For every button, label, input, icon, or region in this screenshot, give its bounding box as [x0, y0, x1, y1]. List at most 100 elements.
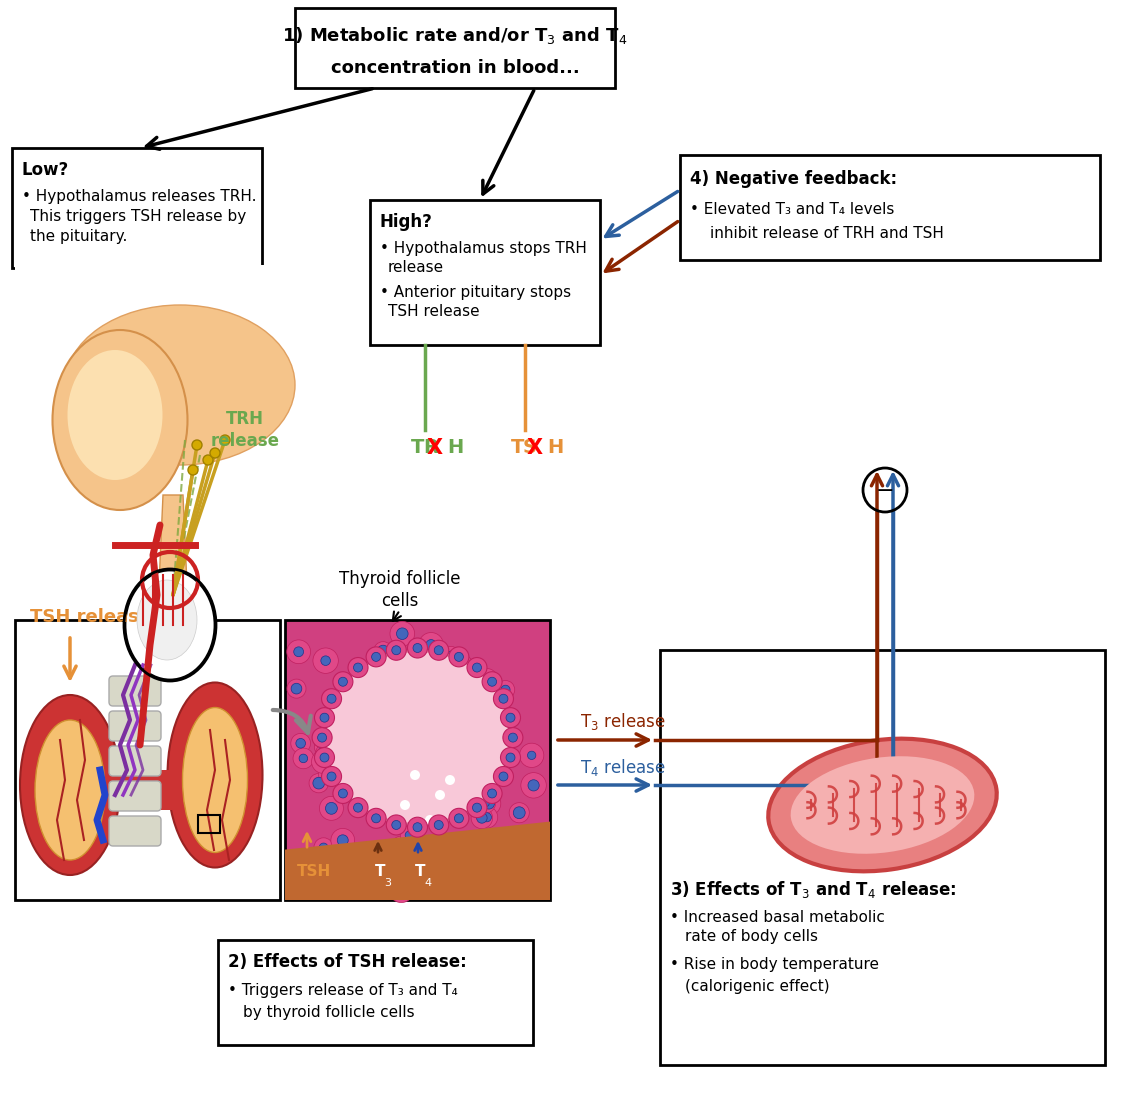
Text: T: T	[415, 864, 425, 880]
Text: X: X	[527, 438, 543, 459]
Circle shape	[480, 738, 491, 749]
Circle shape	[348, 798, 368, 817]
Circle shape	[506, 713, 515, 722]
Text: TRH
release: TRH release	[211, 410, 279, 450]
Ellipse shape	[167, 682, 263, 868]
Circle shape	[481, 799, 489, 807]
Circle shape	[188, 465, 197, 475]
Circle shape	[313, 648, 339, 674]
Ellipse shape	[35, 720, 105, 860]
Circle shape	[454, 731, 462, 739]
Circle shape	[353, 663, 362, 672]
Circle shape	[315, 744, 335, 764]
Circle shape	[482, 676, 491, 683]
Circle shape	[433, 715, 442, 724]
FancyBboxPatch shape	[109, 816, 160, 846]
Circle shape	[519, 743, 544, 768]
Text: 2) Effects of TSH release:: 2) Effects of TSH release:	[228, 953, 467, 971]
Circle shape	[319, 844, 328, 851]
Circle shape	[388, 878, 414, 903]
Circle shape	[348, 657, 368, 678]
Circle shape	[494, 767, 514, 787]
Text: • Hypothalamus stops TRH: • Hypothalamus stops TRH	[380, 240, 587, 256]
Circle shape	[352, 871, 361, 879]
Circle shape	[499, 772, 508, 781]
Circle shape	[454, 747, 465, 758]
Circle shape	[366, 808, 386, 828]
Text: TSH: TSH	[297, 864, 331, 880]
Circle shape	[306, 856, 328, 878]
Circle shape	[210, 448, 220, 459]
Circle shape	[447, 769, 456, 779]
Text: 3) Effects of T$_3$ and T$_4$ release:: 3) Effects of T$_3$ and T$_4$ release:	[670, 880, 957, 901]
Circle shape	[327, 694, 337, 703]
Circle shape	[366, 647, 386, 667]
Circle shape	[359, 867, 369, 878]
Circle shape	[291, 683, 302, 694]
FancyBboxPatch shape	[295, 8, 615, 88]
Circle shape	[374, 642, 393, 660]
Circle shape	[467, 798, 487, 817]
Ellipse shape	[125, 570, 215, 680]
Circle shape	[496, 836, 505, 845]
Circle shape	[442, 835, 465, 856]
Circle shape	[500, 747, 521, 768]
Circle shape	[440, 762, 462, 785]
Circle shape	[311, 880, 322, 891]
Circle shape	[220, 436, 230, 445]
Circle shape	[500, 686, 511, 694]
Text: TSH release: TSH release	[388, 305, 479, 319]
Circle shape	[318, 733, 327, 742]
Circle shape	[467, 657, 487, 678]
Circle shape	[390, 621, 415, 646]
Circle shape	[322, 689, 341, 709]
Text: H: H	[447, 438, 463, 457]
FancyBboxPatch shape	[85, 770, 200, 810]
Circle shape	[401, 688, 421, 709]
Text: the pituitary.: the pituitary.	[30, 228, 128, 244]
Circle shape	[475, 792, 496, 813]
Text: T: T	[511, 438, 524, 457]
FancyBboxPatch shape	[15, 620, 280, 900]
Text: inhibit release of TRH and TSH: inhibit release of TRH and TSH	[710, 226, 944, 240]
Circle shape	[397, 769, 417, 788]
Circle shape	[396, 627, 408, 640]
Circle shape	[472, 803, 481, 812]
Circle shape	[410, 753, 420, 762]
Circle shape	[488, 789, 497, 798]
Text: Low?: Low?	[22, 161, 70, 179]
Circle shape	[438, 855, 447, 863]
Text: X: X	[427, 438, 443, 459]
Circle shape	[304, 873, 329, 897]
Circle shape	[402, 745, 427, 770]
Circle shape	[489, 830, 511, 851]
Circle shape	[397, 844, 406, 852]
Circle shape	[500, 708, 521, 727]
Circle shape	[506, 753, 515, 762]
Circle shape	[394, 719, 414, 738]
Circle shape	[475, 693, 484, 702]
Text: release: release	[388, 260, 444, 275]
FancyBboxPatch shape	[660, 651, 1105, 1065]
Ellipse shape	[769, 738, 996, 871]
Text: rate of body cells: rate of body cells	[686, 929, 818, 945]
Text: • Triggers release of T₃ and T₄: • Triggers release of T₃ and T₄	[228, 983, 458, 997]
Circle shape	[392, 646, 401, 655]
Circle shape	[494, 689, 514, 709]
Circle shape	[364, 776, 375, 787]
Circle shape	[339, 677, 348, 687]
Text: • Elevated T₃ and T₄ levels: • Elevated T₃ and T₄ levels	[690, 202, 894, 216]
Circle shape	[482, 783, 502, 803]
FancyBboxPatch shape	[680, 155, 1100, 260]
Circle shape	[287, 640, 311, 664]
Text: 3: 3	[384, 878, 390, 887]
FancyBboxPatch shape	[109, 711, 160, 740]
Circle shape	[386, 641, 406, 660]
Circle shape	[355, 792, 377, 814]
Circle shape	[386, 815, 406, 835]
Text: High?: High?	[380, 213, 433, 231]
Circle shape	[434, 646, 443, 655]
Circle shape	[406, 693, 416, 703]
Circle shape	[321, 656, 330, 666]
Circle shape	[356, 863, 374, 881]
